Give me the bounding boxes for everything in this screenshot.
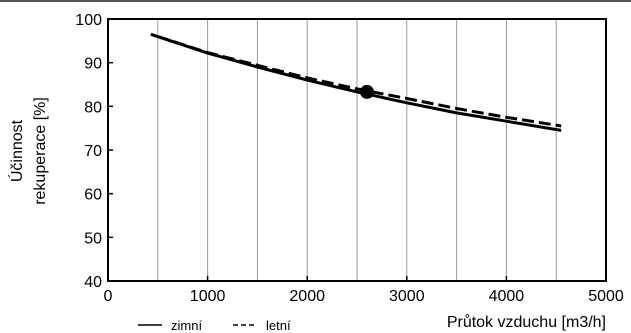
y-tick-label: 80 bbox=[84, 99, 102, 116]
x-axis-label: Průtok vzduchu [m3/h] bbox=[447, 313, 606, 331]
x-tick-label: 2000 bbox=[289, 288, 325, 305]
top-rule bbox=[0, 0, 631, 2]
y-axis-label-line1: Účinnost bbox=[7, 119, 26, 182]
x-tick-label: 0 bbox=[104, 288, 113, 305]
x-tick-label: 4000 bbox=[489, 288, 525, 305]
x-tick-label: 1000 bbox=[190, 288, 226, 305]
y-tick-label: 60 bbox=[84, 187, 102, 204]
legend-label-letni: letní bbox=[266, 318, 291, 333]
legend: zimní letní bbox=[138, 318, 291, 333]
series-line-letni bbox=[157, 35, 562, 128]
x-tick-label: 3000 bbox=[389, 288, 425, 305]
y-tick-label: 70 bbox=[84, 143, 102, 160]
legend-label-zimni: zimní bbox=[171, 318, 202, 333]
y-axis-label-line2: rekuperace [%] bbox=[32, 97, 49, 205]
y-tick-label: 100 bbox=[75, 12, 102, 29]
x-tick-label: 5000 bbox=[588, 288, 624, 305]
y-tick-label: 40 bbox=[84, 274, 102, 291]
series-layer bbox=[150, 32, 562, 132]
y-tick-label: 50 bbox=[84, 230, 102, 247]
y-tick-label: 90 bbox=[84, 56, 102, 73]
operating-point-marker bbox=[359, 84, 374, 99]
grid-layer bbox=[157, 19, 557, 281]
